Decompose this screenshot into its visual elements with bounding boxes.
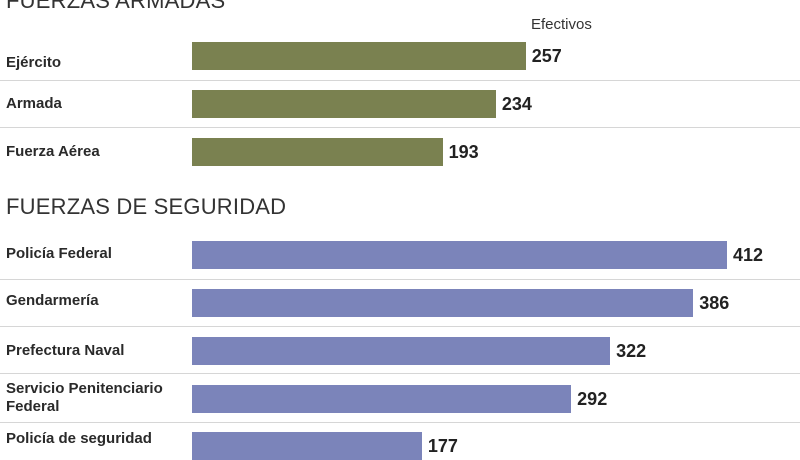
bar-value-label: 193 — [448, 142, 479, 162]
category-label: Ejército — [6, 54, 62, 71]
category-label: Armada — [6, 95, 62, 112]
row-divider — [0, 279, 800, 280]
bar — [192, 42, 526, 70]
bar — [192, 289, 694, 317]
bar-value-label: 177 — [427, 436, 458, 456]
bar-value-label: 292 — [577, 389, 608, 409]
category-label: Prefectura Naval — [6, 342, 125, 359]
bar-value-label: 412 — [733, 245, 764, 265]
category-label: Policía de seguridad — [6, 430, 152, 447]
category-label: Fuerza Aérea — [6, 143, 100, 160]
bar — [192, 385, 572, 413]
row-divider — [0, 326, 800, 327]
bar-value-label: 322 — [616, 341, 647, 361]
row-divider — [0, 80, 800, 81]
category-label: Gendarmería — [6, 292, 99, 309]
category-label: Policía Federal — [6, 245, 112, 262]
bar — [192, 241, 727, 269]
bar — [192, 90, 496, 118]
row-divider — [0, 127, 800, 128]
row-divider — [0, 422, 800, 423]
bar — [192, 138, 443, 166]
armed-forces-title: FUERZAS ARMADAS — [6, 0, 226, 13]
bar-value-label: 386 — [699, 293, 730, 313]
row-divider — [0, 373, 800, 374]
bar-value-label: 257 — [531, 46, 562, 66]
bar — [192, 432, 422, 460]
security-forces-title: FUERZAS DE SEGURIDAD — [6, 194, 287, 219]
bar-value-label: 234 — [501, 94, 532, 114]
bar — [192, 337, 611, 365]
value-column-header: Efectivos — [531, 16, 592, 33]
category-label: Servicio Penitenciario Federal — [6, 380, 163, 415]
